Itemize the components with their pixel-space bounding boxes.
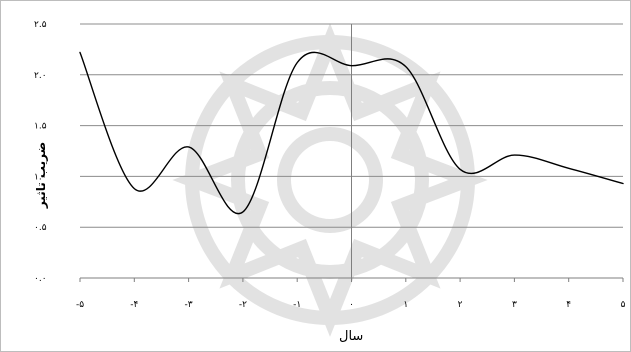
x-tick-label-2: -۳ (185, 300, 193, 310)
x-tick-label-7: ۲ (458, 300, 463, 310)
y-tick-label-0: ۰.۰ (34, 274, 47, 284)
x-tick-label-3: -۲ (239, 300, 247, 310)
tick-labels: ۰.۰ ۰.۵ ۱.۰ ۱.۵ ۲.۰ ۲.۵ -۵ -۴ -۳ -۲ -۱ ۰ ۱ ۲ ۳ ۴ ۵ (34, 20, 626, 310)
x-tick-label-6: ۱ (403, 300, 408, 310)
data-line (79, 51, 624, 215)
axes (79, 24, 624, 282)
y-tick-label-4: ۲.۰ (34, 71, 47, 81)
x-tick-label-10: ۵ (621, 300, 626, 310)
y-axis-label: ضريب تاثير (34, 141, 49, 209)
data-series (79, 51, 624, 215)
x-tick-label-0: -۵ (76, 300, 84, 310)
x-axis-label: سال (339, 329, 364, 344)
y-tick-label-1: ۰.۵ (34, 223, 47, 233)
x-tick-label-8: ۳ (512, 300, 517, 310)
x-tick-label-5: ۰ (349, 300, 354, 310)
y-tick-label-3: ۱.۵ (34, 122, 47, 132)
x-tick-label-9: ۴ (566, 300, 571, 310)
y-tick-label-2: ۱.۰ (34, 172, 47, 182)
x-tick-label-4: -۱ (293, 300, 301, 310)
x-tick-label-1: -۴ (130, 300, 138, 310)
y-tick-label-5: ۲.۵ (34, 20, 47, 30)
